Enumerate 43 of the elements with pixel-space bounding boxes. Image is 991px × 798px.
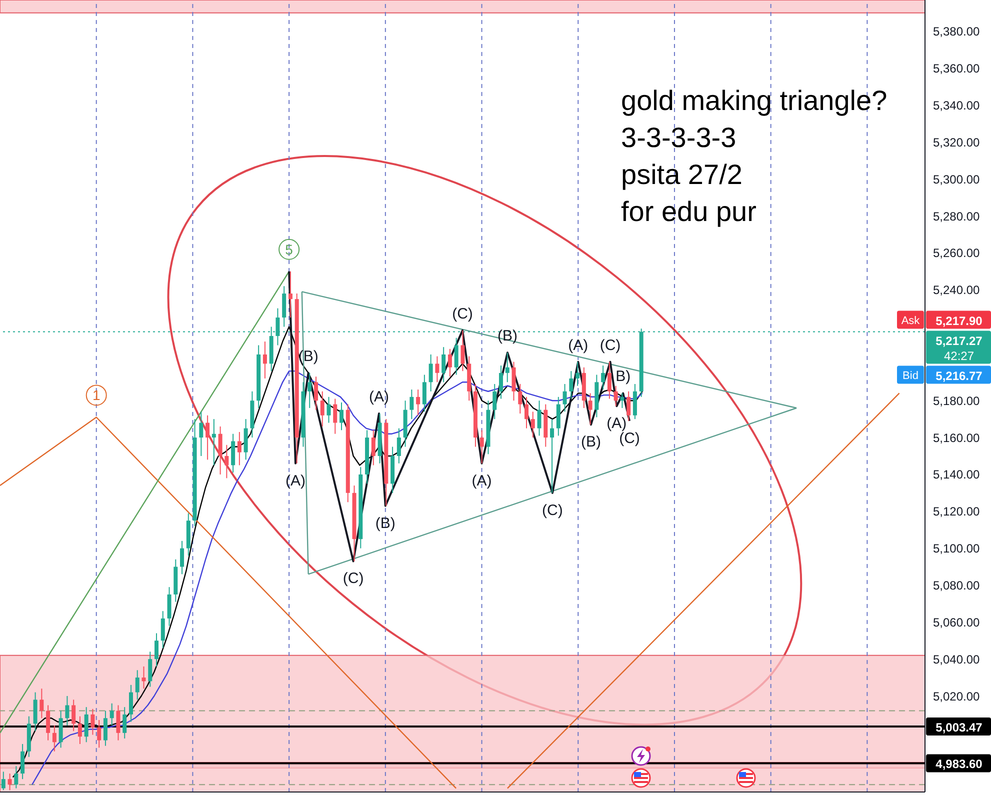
data-label: (B) <box>375 514 396 532</box>
y-tick-label: 5,180.00 <box>933 394 980 408</box>
annotation: gold making triangle? <box>621 84 888 118</box>
ref-line-label: 5,003.47 <box>936 720 983 735</box>
y-tick-label: 5,240.00 <box>933 283 980 298</box>
data-label: (C) <box>600 336 621 354</box>
text: 5,216.77 <box>936 368 983 383</box>
y-tick-label: 5,320.00 <box>933 135 980 150</box>
annotation: psita 27/2 <box>621 158 744 192</box>
y-tick-label: 5,120.00 <box>933 504 980 519</box>
data-label: (A) <box>606 415 627 432</box>
annotation: 3-3-3-3-3 <box>621 121 738 155</box>
annotation: Ask <box>901 314 920 327</box>
data-label: (C) <box>342 570 364 588</box>
text: 42:27 <box>944 348 974 363</box>
annotation: Bid <box>902 370 918 382</box>
y-tick-label: 5,260.00 <box>933 246 980 260</box>
data-label: (A) <box>368 388 389 406</box>
data-label: (B) <box>580 434 601 451</box>
ref-line-label: 4,983.60 <box>936 757 983 772</box>
y-tick-label: 5,340.00 <box>933 98 980 112</box>
y-tick-label: 5,360.00 <box>933 62 980 76</box>
series-label: 1 <box>92 387 100 404</box>
y-tick-label: 5,040.00 <box>933 652 980 666</box>
ref-line-label: 5,217.27 <box>936 334 983 348</box>
y-tick-label: 5,080.00 <box>933 578 980 592</box>
data-label: (A) <box>568 336 588 354</box>
y-tick-label: 5,160.00 <box>933 430 980 445</box>
annotation: for edu pur <box>621 195 758 229</box>
y-tick-label: 5,300.00 <box>933 172 980 186</box>
y-tick-label: 5,020.00 <box>933 689 980 704</box>
data-label: (C) <box>542 502 563 519</box>
text: 5,217.90 <box>936 314 983 328</box>
data-label: (C) <box>452 305 473 322</box>
data-label: (A) <box>472 472 492 490</box>
y-tick-label: 5,280.00 <box>933 209 980 224</box>
y-tick-label: 5,380.00 <box>933 24 980 39</box>
data-label: B) <box>616 368 631 386</box>
series-label: 5 <box>285 241 294 258</box>
data-label: (A) <box>285 472 306 490</box>
y-tick-label: 5,140.00 <box>933 468 980 482</box>
y-tick-label: 5,100.00 <box>933 542 980 556</box>
y-tick-label: 5,060.00 <box>933 615 980 630</box>
